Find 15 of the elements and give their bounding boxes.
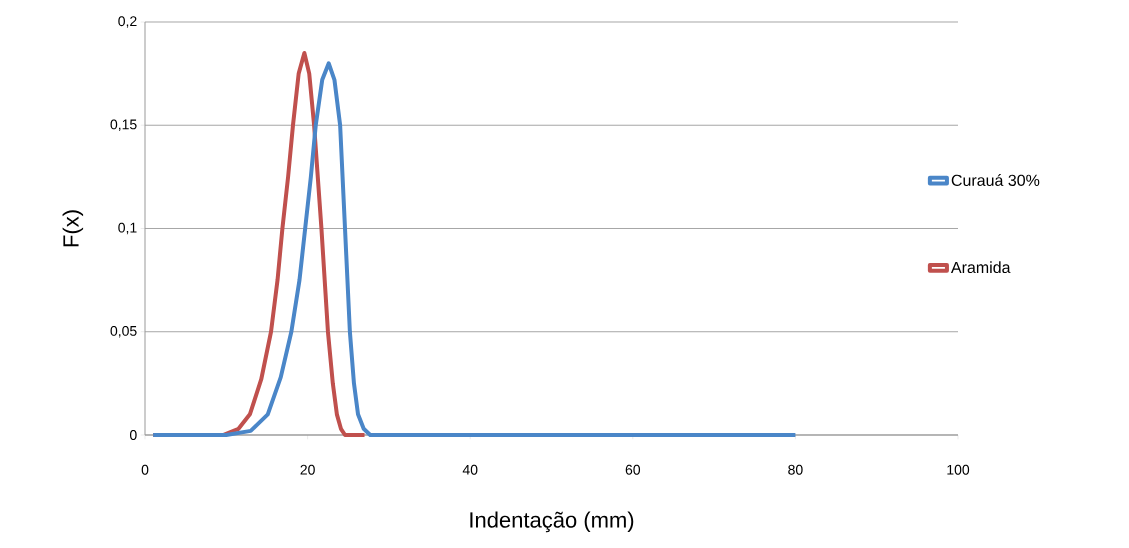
y-tick-label: 0,15: [110, 119, 137, 132]
y-tick-label: 0,1: [118, 222, 137, 235]
x-axis-title: Indentação (mm): [470, 511, 634, 533]
x-tick-label: 60: [625, 464, 641, 475]
y-tick-label: 0,2: [118, 16, 137, 28]
x-tick-label: 20: [300, 464, 315, 475]
legend-label: Curauá 30%: [951, 174, 1040, 186]
legend-label: Aramida: [950, 261, 1011, 274]
x-tick-label: 100: [947, 464, 970, 475]
x-tick-label: 40: [462, 464, 478, 475]
y-tick-label: 0: [129, 430, 137, 440]
x-tick-label: 80: [788, 464, 803, 475]
y-axis-title: F(x): [62, 210, 84, 247]
x-tick-label: 0: [141, 464, 149, 475]
y-tick-label: 0,05: [110, 325, 137, 338]
